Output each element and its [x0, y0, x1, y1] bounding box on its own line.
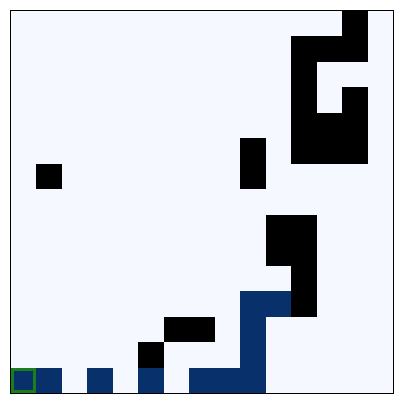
- path-cell: [189, 367, 215, 393]
- path-cell: [240, 367, 266, 393]
- path-cell: [240, 342, 266, 368]
- path-cell: [138, 367, 164, 393]
- path-cell: [240, 291, 266, 317]
- wall-cell: [342, 36, 368, 62]
- wall-cell: [291, 36, 317, 62]
- wall-cell: [342, 11, 368, 37]
- wall-cell: [291, 240, 317, 266]
- wall-cell: [163, 316, 190, 343]
- wall-cell: [342, 112, 368, 139]
- wall-cell: [240, 138, 266, 164]
- wall-cell: [189, 316, 215, 343]
- path-cell: [214, 367, 241, 393]
- wall-cell: [291, 112, 317, 139]
- wall-cell: [316, 138, 343, 164]
- wall-cell: [342, 138, 368, 164]
- wall-cell: [316, 112, 343, 139]
- wall-cell: [265, 240, 292, 266]
- grid-board: [10, 10, 394, 394]
- wall-cell: [342, 87, 368, 113]
- wall-cell: [291, 87, 317, 113]
- wall-cell: [36, 163, 62, 190]
- agent-cell: [11, 367, 37, 393]
- wall-cell: [138, 342, 164, 368]
- wall-cell: [291, 138, 317, 164]
- path-cell: [36, 367, 62, 393]
- path-cell: [240, 316, 266, 343]
- wall-cell: [265, 214, 292, 241]
- wall-cell: [240, 163, 266, 190]
- wall-cell: [291, 291, 317, 317]
- wall-cell: [291, 265, 317, 292]
- wall-cell: [291, 61, 317, 88]
- wall-cell: [316, 36, 343, 62]
- wall-cell: [291, 214, 317, 241]
- path-cell: [87, 367, 113, 393]
- path-cell: [265, 291, 292, 317]
